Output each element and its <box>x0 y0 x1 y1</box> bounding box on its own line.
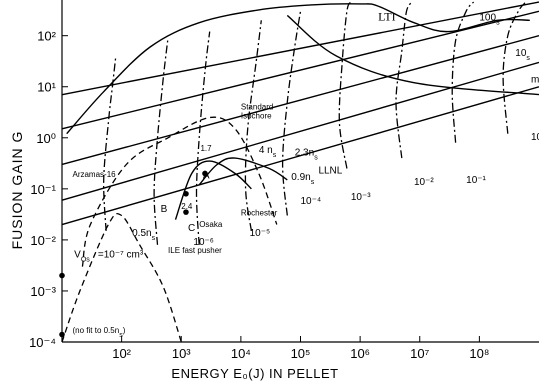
curve-solid-6 <box>286 14 539 96</box>
annotation-20: 2.3ns <box>295 147 318 161</box>
y-axis-ticks: 10² 10¹ 10⁰ 10⁻¹ 10⁻² 10⁻³ 10⁻⁴ <box>29 29 68 350</box>
y-axis-label: FUSION GAIN G <box>9 131 25 250</box>
annotation-27: VOs <box>74 250 90 264</box>
x-tick-label-4: 10⁵ <box>291 346 311 361</box>
annotation-25: B <box>161 204 168 215</box>
x-tick-label-3: 10⁴ <box>231 346 251 361</box>
annotation-16: Osaka <box>199 220 223 229</box>
annotation-28: =10⁻⁷ cm³ <box>98 250 144 261</box>
annotation-17: Arzamas-16 <box>72 170 116 179</box>
annotation-1: LTI <box>378 9 396 23</box>
curve-dashdot-11 <box>244 20 262 231</box>
y-tick-label-4: 10⁻¹ <box>30 182 56 197</box>
annotation-8: 10⁻³ <box>351 192 371 203</box>
annotation-29: ILE fast pusher <box>168 246 222 255</box>
plot-area: LTI 100s 10s m 10 10⁻¹ 10⁻² 10⁻³ 10⁻⁴ 10⁻⁵ 10⁻⁶ Sta… <box>59 1 539 343</box>
annotations-layer: LTI 100s 10s m 10 10⁻¹ 10⁻² 10⁻³ 10⁻⁴ 10⁻⁵ 10⁻⁶ Sta… <box>72 9 539 338</box>
annotation-2: 100s <box>479 12 500 26</box>
curve-dashdot-8 <box>103 55 117 231</box>
curve-dashdot-12 <box>281 11 302 216</box>
curve-solid-7 <box>66 3 530 135</box>
x-axis-label: ENERGY E₀(J) IN PELLET <box>171 366 338 381</box>
curve-dashdot-10 <box>195 31 211 245</box>
annotation-19: 0.9ns <box>291 172 314 186</box>
annotation-30: (no fit to 0.5ns) <box>72 326 125 339</box>
curve-dashdot-15 <box>451 1 475 143</box>
annotation-23: 2.4 <box>181 202 193 211</box>
annotation-21: 4 ns <box>259 145 277 159</box>
curve-dashdot-13 <box>338 1 352 169</box>
curve-solid-2 <box>61 61 539 201</box>
y-tick-label-6: 10⁻³ <box>30 284 56 299</box>
annotation-22: 1.7 <box>200 144 212 153</box>
annotation-11: 10⁻⁶ <box>193 237 214 248</box>
curve-solid-18 <box>198 157 288 186</box>
curve-dashed-17 <box>81 116 278 267</box>
x-tick-label-2: 10³ <box>172 346 191 361</box>
curves-layer <box>61 1 539 343</box>
curve-dashed-20 <box>61 212 182 343</box>
curve-solid-19 <box>174 160 252 220</box>
x-tick-label-5: 10⁶ <box>350 346 370 361</box>
annotation-6: 10⁻¹ <box>466 175 486 186</box>
annotation-4: m <box>531 75 539 86</box>
annotation-7: 10⁻² <box>414 177 434 188</box>
data-point-2 <box>202 170 208 177</box>
y-tick-label-1: 10² <box>37 29 56 44</box>
x-tick-label-7: 10⁸ <box>469 346 489 361</box>
curve-dashdot-9 <box>153 37 169 245</box>
annotation-9: 10⁻⁴ <box>301 196 322 207</box>
data-point-3 <box>183 209 189 215</box>
annotation-24: A <box>203 170 210 181</box>
curve-solid-1 <box>61 86 539 226</box>
annotation-26: C <box>188 223 195 234</box>
annotation-13: Isochore <box>241 111 272 120</box>
annotation-14: LLNL <box>318 165 342 176</box>
y-tick-label-5: 10⁻² <box>30 233 56 248</box>
annotation-12: Standard <box>241 102 273 111</box>
annotation-5: 10 <box>531 132 539 143</box>
annotation-18: 0.5ns <box>132 228 155 242</box>
y-tick-label-3: 10⁰ <box>36 131 56 146</box>
curve-solid-5 <box>61 1 539 96</box>
curve-solid-4 <box>61 10 539 130</box>
x-tick-label-1: 10² <box>112 346 131 361</box>
y-tick-label-2: 10¹ <box>37 80 56 95</box>
curve-dashdot-14 <box>395 1 413 159</box>
curve-dashdot-16 <box>502 1 527 134</box>
x-axis-ticks: 10² 10³ 10⁴ 10⁵ 10⁶ 10⁷ 10⁸ <box>112 336 489 361</box>
annotation-3: 10s <box>515 48 530 62</box>
y-tick-label-7: 10⁻⁴ <box>29 335 56 350</box>
annotation-10: 10⁻⁵ <box>250 228 271 239</box>
x-tick-label-6: 10⁷ <box>410 346 429 361</box>
annotation-15: Rochester <box>241 209 278 218</box>
data-point-1 <box>183 190 189 197</box>
curve-solid-3 <box>61 35 539 166</box>
